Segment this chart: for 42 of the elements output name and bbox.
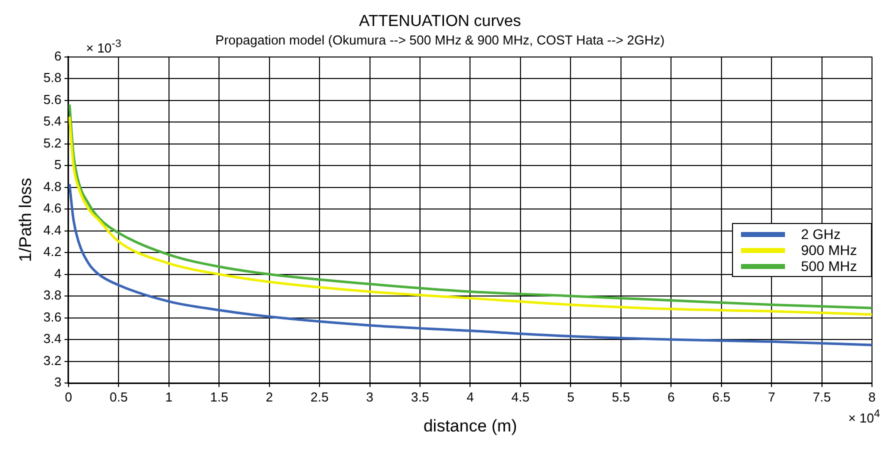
y-tick-label: 4.4 (43, 222, 62, 238)
y-tick-label: 4 (54, 266, 62, 281)
x-axis-title: distance (m) (423, 416, 517, 436)
x-tick-label: 1 (165, 389, 173, 404)
x-tick-label: 8 (868, 389, 876, 404)
y-tick-label: 5.6 (43, 92, 62, 107)
y-tick-label: 5.2 (43, 135, 62, 150)
x-tick-label: 1.5 (210, 389, 228, 404)
x-tick-label: 2.5 (310, 389, 329, 404)
y-tick-label: 5 (54, 157, 62, 172)
y-tick-label: 4.6 (43, 200, 62, 216)
y-tick-label: 3.4 (43, 331, 62, 346)
x-tick-label: 6.5 (712, 389, 730, 404)
legend-label: 900 MHz (800, 242, 857, 258)
x-tick-label: 5.5 (612, 389, 630, 404)
legend-label: 500 MHz (800, 258, 857, 274)
x-tick-label: 3 (366, 389, 374, 404)
x-tick-label: 3.5 (410, 389, 430, 404)
legend-label: 2 GHz (800, 226, 841, 242)
text: × 10$^{4}$ (848, 408, 880, 425)
x-tick-label: 7 (768, 389, 776, 404)
y-tick-label: 3.2 (43, 352, 62, 368)
chart-title: ATTENUATION curves (358, 13, 522, 30)
text: × 10$^{-3}$ (86, 38, 122, 56)
x-tick-label: 2 (266, 389, 273, 404)
x-tick-label: 7.5 (812, 389, 831, 404)
y-tick-label: 6 (54, 48, 62, 64)
y-tick-label: 5.4 (43, 114, 62, 129)
y-tick-label: 3.8 (43, 288, 62, 303)
x-tick-label: 4.5 (511, 389, 530, 404)
x-tick-label: 0 (64, 389, 72, 404)
x-tick-label: 0.5 (110, 389, 128, 404)
y-tick-label: 4.8 (43, 178, 62, 194)
x-tick-label: 5 (567, 389, 574, 404)
x-tick-label: 4 (466, 389, 474, 404)
y-tick-label: 4.2 (43, 244, 62, 260)
y-axis-title: 1/Path loss (16, 178, 35, 262)
x-tick-label: 6 (668, 389, 675, 404)
y-tick-label: 3 (54, 374, 62, 390)
chart-subtitle: Propagation model (Okumura --> 500 MHz & 900 MHz, COST Hata --> 2GHz) (215, 32, 665, 48)
y-tick-label: 3.6 (43, 309, 62, 324)
y-tick-label: 5.8 (43, 70, 62, 86)
